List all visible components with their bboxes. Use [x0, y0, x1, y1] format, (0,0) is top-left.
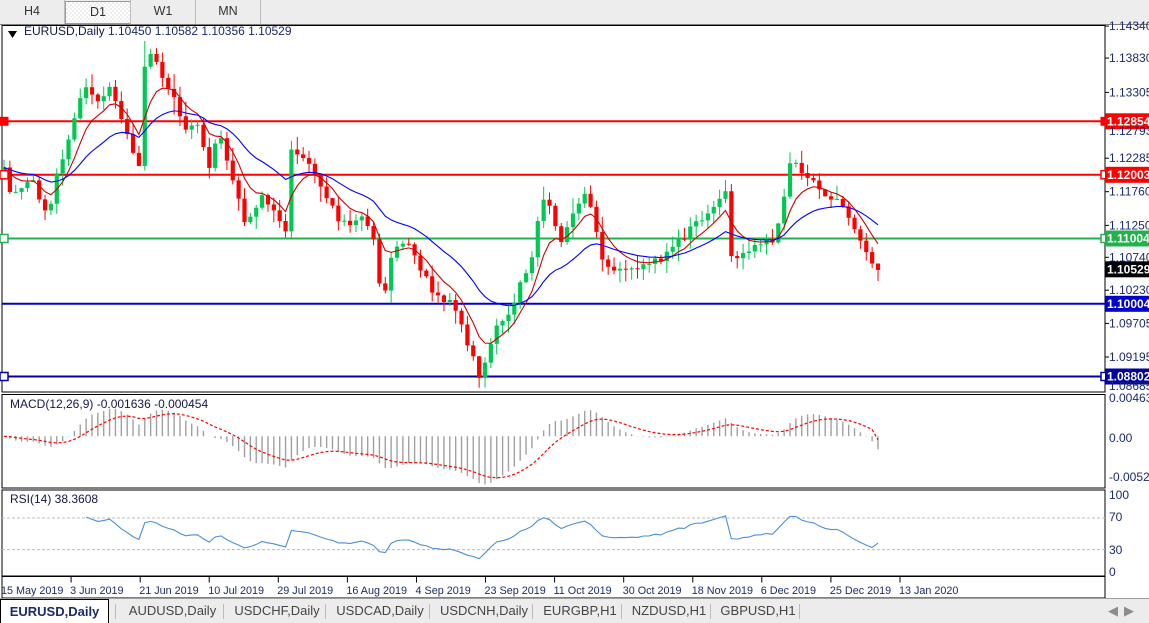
svg-text:30: 30 [1109, 543, 1123, 557]
svg-text:1.11760: 1.11760 [1109, 185, 1149, 199]
svg-text:6 Dec 2019: 6 Dec 2019 [761, 585, 816, 597]
svg-text:100: 100 [1109, 488, 1129, 502]
svg-text:1.10450 1.10582 1.10356 1.1052: 1.10450 1.10582 1.10356 1.10529 [108, 24, 292, 38]
svg-text:1.10004: 1.10004 [1107, 297, 1149, 311]
svg-text:25 Dec 2019: 25 Dec 2019 [830, 585, 891, 597]
svg-text:0.00: 0.00 [1109, 431, 1133, 445]
svg-text:13 Jan 2020: 13 Jan 2020 [899, 585, 958, 597]
svg-text:29 Jul 2019: 29 Jul 2019 [277, 585, 333, 597]
svg-text:1.14340: 1.14340 [1109, 19, 1149, 33]
svg-text:10 Jul 2019: 10 Jul 2019 [208, 585, 264, 597]
svg-text:1.13830: 1.13830 [1109, 51, 1149, 65]
svg-text:1.09705: 1.09705 [1109, 316, 1149, 330]
svg-text:MACD(12,26,9) -0.001636 -0.000: MACD(12,26,9) -0.001636 -0.000454 [10, 397, 208, 411]
svg-text:0.00463: 0.00463 [1109, 391, 1149, 405]
svg-text:0: 0 [1109, 565, 1116, 579]
svg-text:23 Sep 2019: 23 Sep 2019 [485, 585, 546, 597]
svg-text:1.13305: 1.13305 [1109, 85, 1149, 99]
svg-text:1.12285: 1.12285 [1109, 151, 1149, 165]
svg-text:16 Aug 2019: 16 Aug 2019 [346, 585, 407, 597]
svg-text:1.11250: 1.11250 [1109, 218, 1149, 232]
svg-text:15 May 2019: 15 May 2019 [1, 585, 63, 597]
svg-text:21 Jun 2019: 21 Jun 2019 [139, 585, 198, 597]
svg-text:EURUSD,Daily: EURUSD,Daily [24, 24, 105, 38]
svg-text:3 Jun 2019: 3 Jun 2019 [70, 585, 123, 597]
svg-text:-0.005299: -0.005299 [1109, 470, 1149, 484]
svg-text:11 Oct 2019: 11 Oct 2019 [554, 585, 612, 597]
svg-text:30 Oct 2019: 30 Oct 2019 [623, 585, 682, 597]
svg-text:1.10529: 1.10529 [1107, 262, 1149, 276]
svg-text:18 Nov 2019: 18 Nov 2019 [692, 585, 753, 597]
svg-text:1.10230: 1.10230 [1109, 283, 1149, 297]
svg-text:1.12003: 1.12003 [1107, 168, 1149, 182]
svg-text:1.11004: 1.11004 [1107, 232, 1149, 246]
svg-text:70: 70 [1109, 510, 1123, 524]
svg-text:1.08802: 1.08802 [1107, 370, 1149, 384]
svg-text:RSI(14) 38.3608: RSI(14) 38.3608 [10, 492, 98, 506]
svg-text:1.09195: 1.09195 [1109, 350, 1149, 364]
svg-text:1.12854: 1.12854 [1107, 114, 1149, 128]
svg-text:4 Sep 2019: 4 Sep 2019 [416, 585, 471, 597]
